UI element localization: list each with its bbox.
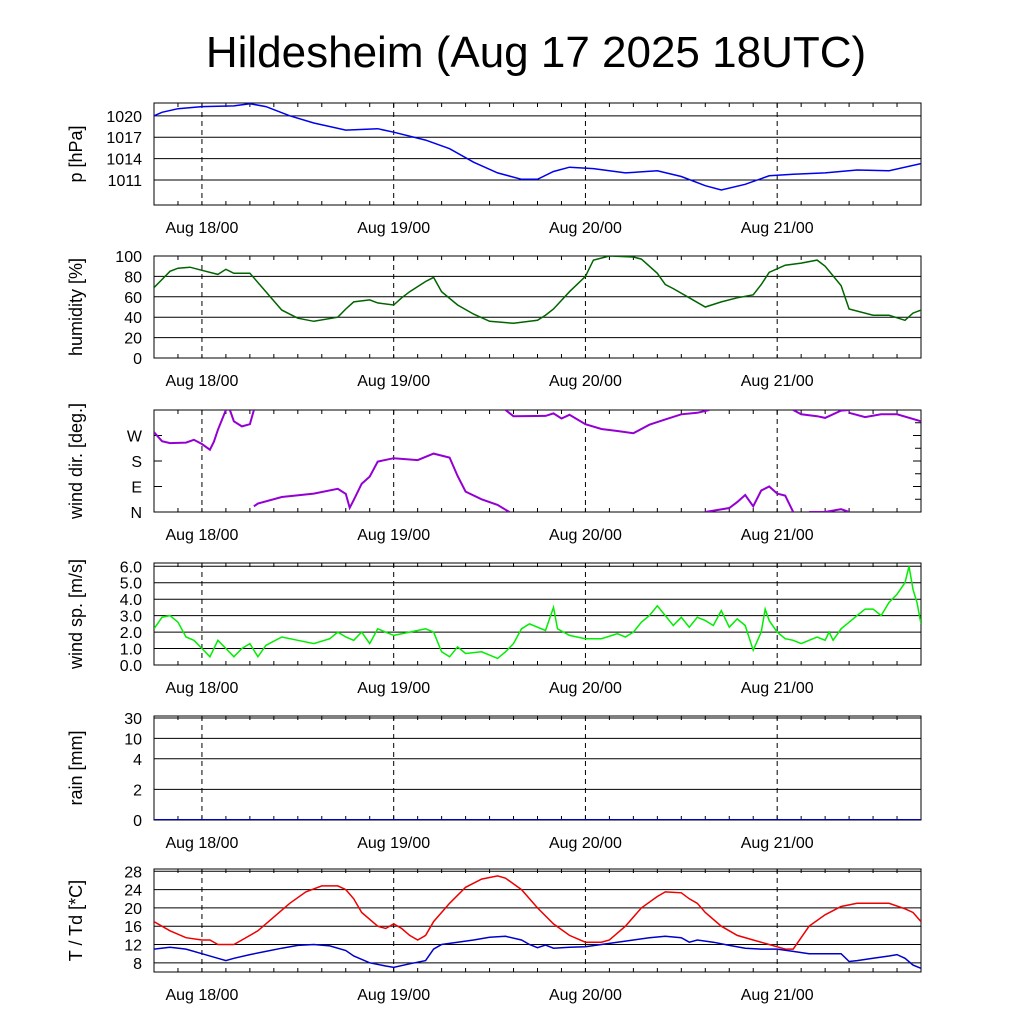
x-tick-label: Aug 18/00 [165,373,238,390]
wind-direction-line [809,508,850,512]
x-tick-label: Aug 19/00 [357,680,430,697]
y-tick-label: 0 [133,351,142,368]
y-tick-label: 20 [124,901,142,918]
rain-axis-label: rain [mm] [66,730,86,805]
y-tick-label: 0.0 [120,658,142,675]
y-tick-label: 1017 [106,130,142,147]
x-tick-label: Aug 19/00 [357,987,430,1004]
x-tick-label: Aug 18/00 [165,680,238,697]
panel-humidity: humidity [%] 0 20 40 60 80 100 Aug 18/00 Aug 19… [66,249,922,390]
y-tick-label: 100 [115,249,142,266]
wind-direction-axis-label: wind dir. [deg.] [66,403,86,520]
plot-frame [153,255,922,359]
x-tick-label: Aug 18/00 [165,987,238,1004]
x-tick-label: Aug 21/00 [741,680,814,697]
dewpoint-line [154,935,921,969]
pressure-axis-label: p [hPa] [66,125,86,182]
y-tick-label: W [127,429,143,446]
x-tick-label: Aug 18/00 [165,527,238,544]
x-tick-label: Aug 18/00 [165,835,238,852]
wind-speed-axis-label: wind sp. [m/s] [66,559,86,670]
humidity-line [154,256,921,325]
x-tick-label: Aug 20/00 [549,220,622,237]
plot-frame [153,409,922,513]
x-tick-label: Aug 21/00 [741,835,814,852]
y-tick-label: 40 [124,310,142,327]
wind-direction-line [228,410,255,428]
wind-direction-line [154,410,227,452]
y-tick-label: 1020 [106,109,142,126]
y-tick-label: S [131,454,142,471]
x-tick-label: Aug 21/00 [741,987,814,1004]
y-tick-label: 28 [124,864,142,881]
wind-direction-line [253,452,510,512]
wind_speed-line [154,566,921,660]
x-tick-label: Aug 19/00 [357,527,430,544]
x-tick-label: Aug 20/00 [549,987,622,1004]
y-tick-label: 20 [124,331,142,348]
y-tick-label: 0 [133,813,142,830]
panel-wind-speed: wind sp. [m/s] 0.01.02.03.04.05.06.0 Aug … [66,559,922,697]
plot-frame [153,102,922,206]
panel-rain: rain [mm] 0 2 4 10 30 Aug 18/00 Aug 19/00 Aug 2… [66,711,922,852]
y-tick-label: N [130,505,142,522]
x-tick-label: Aug 20/00 [549,373,622,390]
y-tick-label: 8 [133,956,142,973]
y-tick-label: 5.0 [120,576,142,593]
chart-title: Hildesheim (Aug 17 2025 18UTC) [206,28,866,77]
y-tick-label: 16 [124,919,142,936]
y-tick-label: 80 [124,269,142,286]
wind-direction-line [848,411,921,423]
x-tick-label: Aug 21/00 [741,373,814,390]
y-tick-label: 3.0 [120,609,142,626]
panel-pressure: p [hPa] 1011 1014 1017 1020 Aug 18/00 Aug 19/… [66,102,922,237]
x-tick-label: Aug 21/00 [741,220,814,237]
wind-direction-line [504,410,710,435]
plot-frame [153,562,922,666]
x-tick-label: Aug 20/00 [549,680,622,697]
y-tick-label: 4.0 [120,592,142,609]
y-tick-label: 6.0 [120,559,142,576]
temperature-axis-label: T / Td [*C] [66,880,86,961]
y-tick-label: 2.0 [120,625,142,642]
y-tick-label: 1011 [108,173,143,190]
y-tick-label: 10 [124,731,142,748]
y-tick-label: 30 [124,711,142,728]
x-tick-label: Aug 19/00 [357,220,430,237]
y-tick-label: 1.0 [120,642,142,659]
pressure-line [154,103,921,191]
wind-direction-line [792,410,850,419]
y-tick-label: 24 [124,883,142,900]
humidity-axis-label: humidity [%] [66,258,86,356]
wind-direction-line [705,485,795,512]
temperature-line [154,875,921,950]
x-tick-label: Aug 21/00 [741,527,814,544]
y-tick-label: E [131,480,142,497]
y-tick-label: 4 [133,752,142,769]
y-tick-label: 2 [133,782,142,799]
x-tick-label: Aug 18/00 [165,220,238,237]
y-tick-label: 1014 [106,152,142,169]
x-tick-label: Aug 19/00 [357,373,430,390]
y-tick-label: 60 [124,290,142,307]
x-tick-label: Aug 20/00 [549,527,622,544]
x-tick-label: Aug 20/00 [549,835,622,852]
y-tick-label: 12 [124,938,142,955]
x-tick-label: Aug 19/00 [357,835,430,852]
